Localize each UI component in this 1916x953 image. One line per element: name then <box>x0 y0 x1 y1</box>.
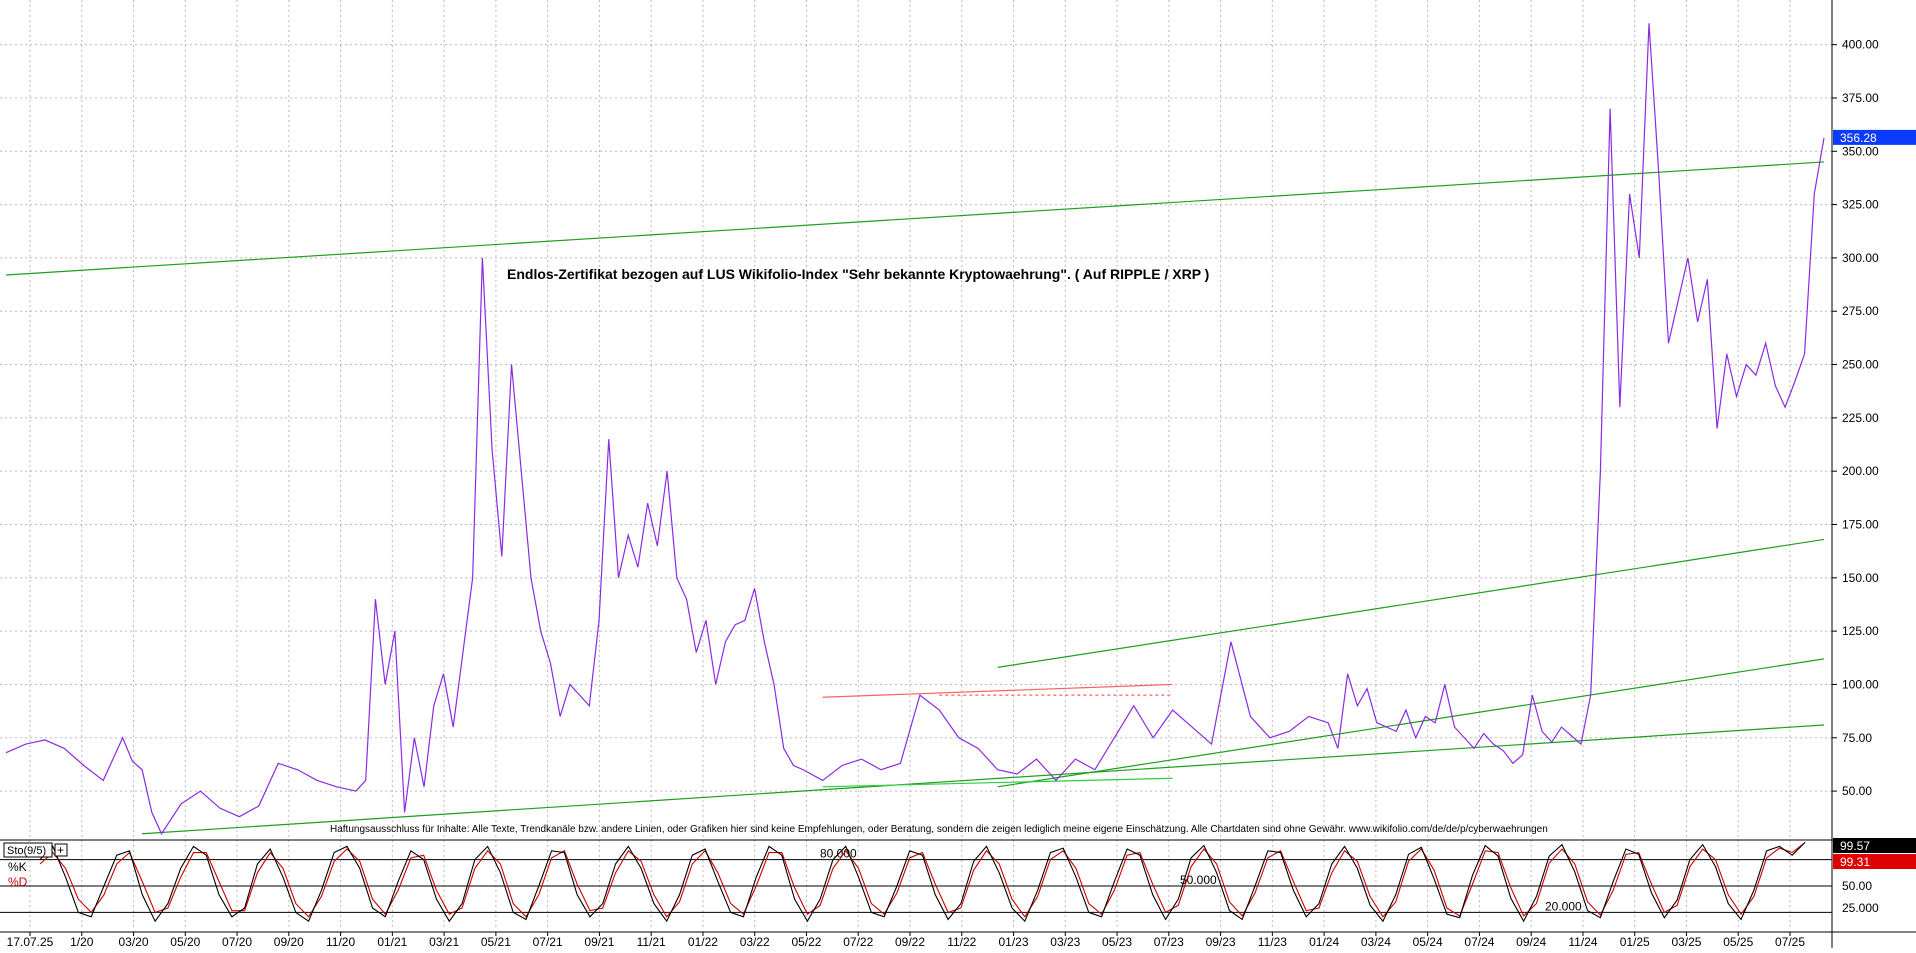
svg-text:+: + <box>57 843 64 857</box>
disclaimer: Haftungsausschluss für Inhalte: Alle Tex… <box>330 824 1548 835</box>
d-line <box>39 842 1806 918</box>
x-tick-label: 1/20 <box>70 935 94 948</box>
x-tick-label: 09/21 <box>584 935 614 948</box>
y-tick-label: 250.00 <box>1842 358 1879 372</box>
x-tick-label: 11/23 <box>1258 935 1287 948</box>
y-tick-label: 100.00 <box>1842 677 1879 691</box>
x-tick-label: 05/24 <box>1413 935 1443 948</box>
y-tick-label: 50.00 <box>1842 784 1872 798</box>
x-tick-label: 03/24 <box>1361 935 1391 948</box>
y-tick-label: 400.00 <box>1842 38 1879 52</box>
y-tick-label: 200.00 <box>1842 464 1879 478</box>
trend-line <box>142 724 1825 835</box>
stochastic-y-tick: 25.000 <box>1842 901 1879 915</box>
stochastic-series <box>39 841 1806 923</box>
last-value-label: 356.28 <box>1840 131 1877 145</box>
d-label: %D <box>8 875 28 889</box>
k-label: %K <box>8 860 27 874</box>
x-tick-label: 07/22 <box>843 935 873 948</box>
x-tick-label: 07/20 <box>222 935 252 948</box>
trend-line <box>822 683 1173 698</box>
y-tick-label: 75.00 <box>1842 731 1872 745</box>
x-tick-label: 01/24 <box>1309 935 1339 948</box>
x-tick-label: 07/21 <box>533 935 563 948</box>
chart-title: Endlos-Zertifikat bezogen auf LUS Wikifo… <box>507 266 1209 282</box>
x-tick-label: 01/25 <box>1620 935 1650 948</box>
y-tick-label: 300.00 <box>1842 251 1879 265</box>
price-series <box>5 23 1825 835</box>
trend-line <box>997 538 1825 668</box>
x-tick-label: 05/22 <box>791 935 821 948</box>
stochastic-level-label: 20.000 <box>1545 899 1582 913</box>
y-tick-label: 125.00 <box>1842 624 1879 638</box>
price-line <box>5 23 1825 835</box>
last-d-label: 99.31 <box>1840 855 1870 869</box>
x-tick-label: 07/24 <box>1464 935 1494 948</box>
x-tick-label: 05/21 <box>481 935 511 948</box>
last-k-label: 99.57 <box>1840 839 1870 853</box>
x-tick-label: 17.07.25 <box>7 935 54 948</box>
x-tick-label: 03/22 <box>740 935 770 948</box>
x-tick-label: 03/20 <box>119 935 149 948</box>
y-tick-label: 150.00 <box>1842 571 1879 585</box>
x-tick-label: 11/20 <box>326 935 355 948</box>
stochastic-level-label: 50.000 <box>1180 873 1217 887</box>
x-tick-label: 05/20 <box>170 935 200 948</box>
x-tick-label: 05/25 <box>1723 935 1753 948</box>
y-tick-label: 225.00 <box>1842 411 1879 425</box>
k-line <box>39 841 1806 923</box>
last-value-badge <box>1833 129 1916 145</box>
stochastic-y-tick: 50.00 <box>1842 879 1872 893</box>
x-tick-label: 01/23 <box>999 935 1029 948</box>
x-tick-label: 09/24 <box>1516 935 1546 948</box>
y-tick-label: 375.00 <box>1842 91 1879 105</box>
x-tick-label: 11/22 <box>947 935 976 948</box>
y-tick-label: 275.00 <box>1842 304 1879 318</box>
trend-line <box>5 161 1825 276</box>
last-k-badge <box>1833 838 1916 853</box>
x-tick-label: 07/25 <box>1775 935 1805 948</box>
y-tick-label: 175.00 <box>1842 518 1879 532</box>
main-grid <box>0 0 1832 930</box>
y-tick-label: 325.00 <box>1842 198 1879 212</box>
stochastic-indicator-label: Sto(9/5) <box>7 845 46 857</box>
last-d-badge <box>1833 854 1916 869</box>
trend-line <box>822 777 1173 788</box>
x-tick-label: 01/21 <box>377 935 407 948</box>
x-tick-label: 03/23 <box>1050 935 1080 948</box>
x-tick-label: 09/20 <box>274 935 304 948</box>
x-tick-label: 01/22 <box>688 935 718 948</box>
y-tick-label: 350.00 <box>1842 144 1879 158</box>
x-tick-label: 09/22 <box>895 935 925 948</box>
x-tick-label: 05/23 <box>1102 935 1132 948</box>
expand-plus-icon[interactable] <box>54 843 68 857</box>
x-tick-label: 03/25 <box>1671 935 1701 948</box>
x-tick-label: 03/21 <box>429 935 459 948</box>
stochastic-label-box[interactable]: Sto(9/5) + <box>3 842 68 858</box>
x-tick-label: 11/21 <box>637 935 666 948</box>
x-tick-label: 09/23 <box>1206 935 1236 948</box>
x-tick-label: 07/23 <box>1154 935 1184 948</box>
x-tick-label: 11/24 <box>1568 935 1597 948</box>
